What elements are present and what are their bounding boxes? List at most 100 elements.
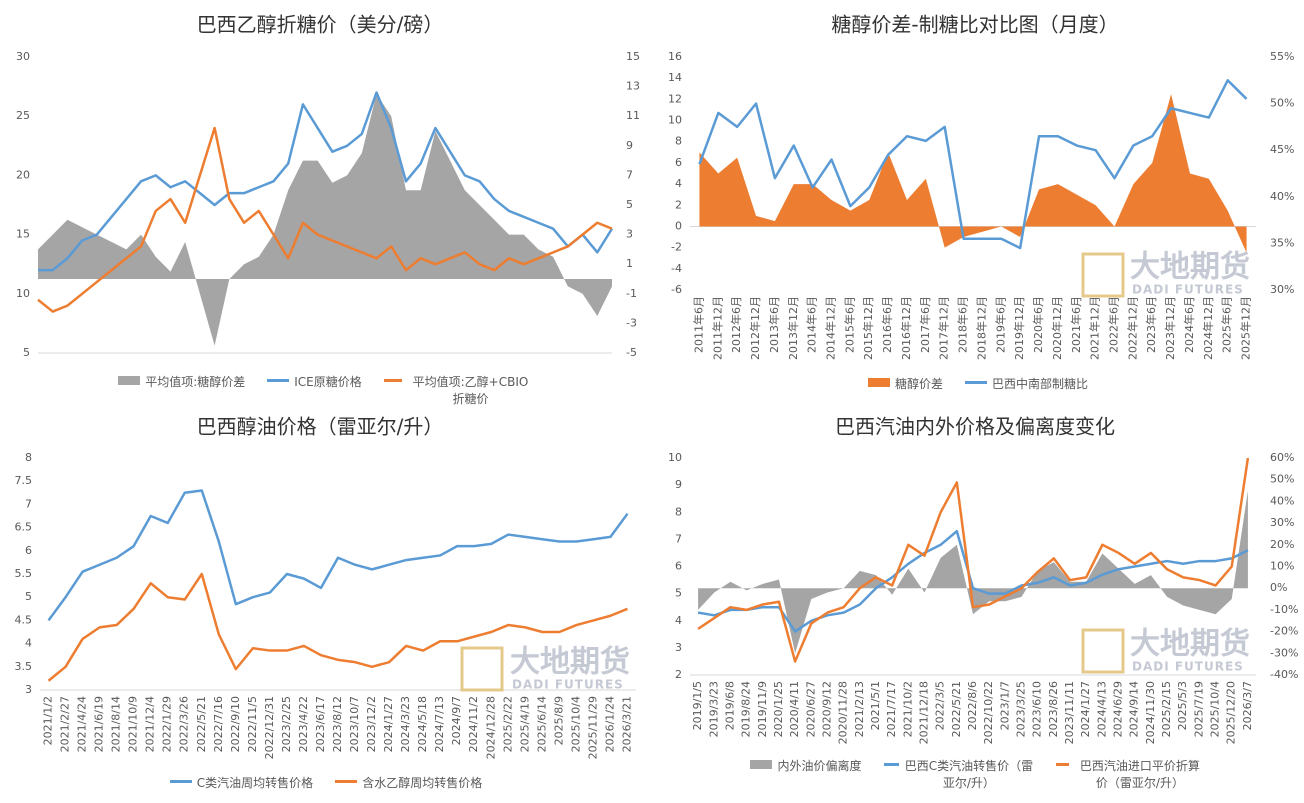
- y-tick-label: 6: [675, 156, 682, 169]
- x-tick-label: 2023/10/7: [348, 696, 361, 752]
- x-tick-label: 2016年12月: [899, 296, 913, 360]
- line: [37, 126, 613, 313]
- legend-swatch: [965, 381, 987, 384]
- x-tick-label: 2020年12月: [1050, 296, 1064, 360]
- x-tick-label: 2021/7/17: [885, 681, 898, 737]
- x-tick-label: 2024/11/30: [1144, 681, 1157, 744]
- x-tick-label: 2023/11/11: [1063, 681, 1076, 744]
- legend-label: 巴西汽油进口平价折算价（雷亚尔/升）: [1079, 759, 1200, 790]
- y-tick-label: 10: [668, 114, 682, 127]
- y-tick-label: 10: [668, 451, 682, 464]
- x-tick-label: 2019年12月: [1012, 296, 1026, 360]
- x-tick-label: 2022/8/6: [966, 681, 979, 730]
- y-tick-label: 3: [675, 641, 682, 654]
- x-tick-label: 2024/4/13: [1095, 681, 1108, 737]
- x-tick-label: 2021/5/1: [869, 681, 882, 730]
- x-tick-label: 2023/6/17: [314, 696, 327, 752]
- y-tick-label: 8: [675, 135, 682, 148]
- x-tick-label: 2021/1/2: [42, 696, 55, 745]
- x-tick-label: 2020/1/25: [772, 681, 785, 737]
- x-tick-label: 2022/10/22: [982, 681, 995, 744]
- y-tick-label: 0: [675, 219, 682, 232]
- y2-tick-label: 1: [626, 257, 633, 270]
- x-tick-label: 2021年12月: [1088, 296, 1102, 360]
- x-tick-label: 2022/11/5: [246, 696, 259, 752]
- x-tick-label: 2025/11/29: [586, 696, 599, 759]
- logo: [1081, 252, 1125, 298]
- y-tick-label: 20: [16, 168, 30, 181]
- x-tick-label: 2018年12月: [974, 296, 988, 360]
- legend-label: 巴西中南部制糖比: [992, 377, 1089, 391]
- y-tick-label: 4.5: [15, 613, 33, 626]
- legend-label: C类汽油周均转售价格: [196, 776, 314, 790]
- x-tick-label: 2021/10/9: [127, 696, 140, 752]
- y2-tick-label: 30%: [1270, 283, 1294, 296]
- legend: 内外油价偏离度 巴西C类汽油转售价（雷亚尔/升） 巴西汽油进口平价折算价（雷亚尔/升…: [652, 757, 1304, 791]
- watermark-en: DADI FUTURES: [1132, 660, 1244, 674]
- watermark: 大地期货 DADI FUTURES 大地期货 DADI FUTURES 大地期货…: [460, 250, 1250, 692]
- watermark-en: DADI FUTURES: [1132, 283, 1244, 297]
- legend-swatch: [118, 376, 141, 385]
- x-tick-label: 2020年6月: [1031, 296, 1045, 353]
- x-tick-label: 2021/10/2: [901, 681, 914, 737]
- y-tick-label: 3.5: [15, 660, 33, 673]
- y2-tick-label: 50%: [1270, 97, 1294, 110]
- y2-tick-label: 60%: [1270, 451, 1294, 464]
- x-tick-label: 2020/11/28: [837, 681, 850, 744]
- x-tick-label: 2020/6/27: [804, 681, 817, 737]
- y-tick-label: 5: [25, 590, 32, 603]
- y2-tick-label: -30%: [1270, 646, 1298, 659]
- x-tick-label: 2019/11/9: [756, 681, 769, 737]
- area: [699, 94, 1247, 253]
- x-tick-label: 2026/3/7: [1241, 681, 1254, 730]
- y2-tick-label: -40%: [1270, 668, 1298, 681]
- y2-tick-label: 50%: [1270, 473, 1294, 486]
- legend-label: 平均值项:糖醇价差: [145, 375, 246, 389]
- y2-tick-label: -3: [626, 316, 637, 329]
- y2-tick-label: -5: [626, 346, 637, 359]
- legend-swatch: [383, 379, 403, 382]
- x-tick-label: 2023/8/26: [1047, 681, 1060, 737]
- x-tick-label: 2020/4/11: [788, 681, 801, 737]
- x-tick-label: 2021/4/24: [76, 696, 89, 752]
- y-tick-label: 5: [23, 346, 30, 359]
- y2-tick-label: -1: [626, 287, 637, 300]
- y-tick-label: 25: [16, 109, 30, 122]
- x-tick-label: 2026/1/24: [603, 696, 616, 752]
- chart-title: 巴西汽油内外价格及偏离度变化: [835, 415, 1115, 439]
- y-tick-label: 10: [16, 287, 30, 300]
- y-tick-label: -2: [671, 241, 682, 254]
- y2-tick-label: 3: [626, 228, 633, 241]
- x-tick-label: 2022年12月: [1125, 296, 1139, 360]
- x-tick-label: 2014年6月: [805, 296, 819, 353]
- x-tick-label: 2024/9/7: [450, 696, 463, 745]
- watermark-cn: 大地期货: [1130, 627, 1250, 662]
- x-tick-label: 2024/5/18: [416, 696, 429, 752]
- x-tick-label: 2013年6月: [767, 296, 781, 353]
- x-tick-label: 2024/7/13: [433, 696, 446, 752]
- x-tick-label: 2025/7/19: [1192, 681, 1205, 737]
- x-tick-label: 2024/6/29: [1112, 681, 1125, 737]
- legend-swatch: [750, 760, 773, 769]
- legend-swatch: [867, 378, 890, 387]
- x-tick-label: 2024/1/27: [1079, 681, 1092, 737]
- x-tick-label: 2024/11/2: [467, 696, 480, 752]
- x-tick-label: 2021/6/19: [93, 696, 106, 752]
- line: [47, 572, 628, 682]
- y2-tick-label: 11: [626, 109, 640, 122]
- x-tick-label: 2021/8/14: [110, 696, 123, 752]
- x-tick-label: 2025年6月: [1220, 296, 1234, 353]
- x-tick-label: 2021/12/18: [917, 681, 930, 744]
- logo: [460, 646, 504, 692]
- x-tick-label: 2021/2/13: [853, 681, 866, 737]
- x-tick-label: 2025/2/22: [501, 696, 514, 752]
- area: [38, 94, 612, 346]
- legend-item: 平均值项:糖醇价差: [118, 373, 245, 390]
- x-tick-label: 2019/3/23: [707, 681, 720, 737]
- y-tick-label: 7.5: [15, 474, 33, 487]
- x-tick-label: 2020/9/12: [820, 681, 833, 737]
- x-tick-label: 2017年12月: [937, 296, 951, 360]
- x-tick-label: 2025/10/4: [569, 696, 582, 752]
- x-tick-label: 2023年12月: [1163, 296, 1177, 360]
